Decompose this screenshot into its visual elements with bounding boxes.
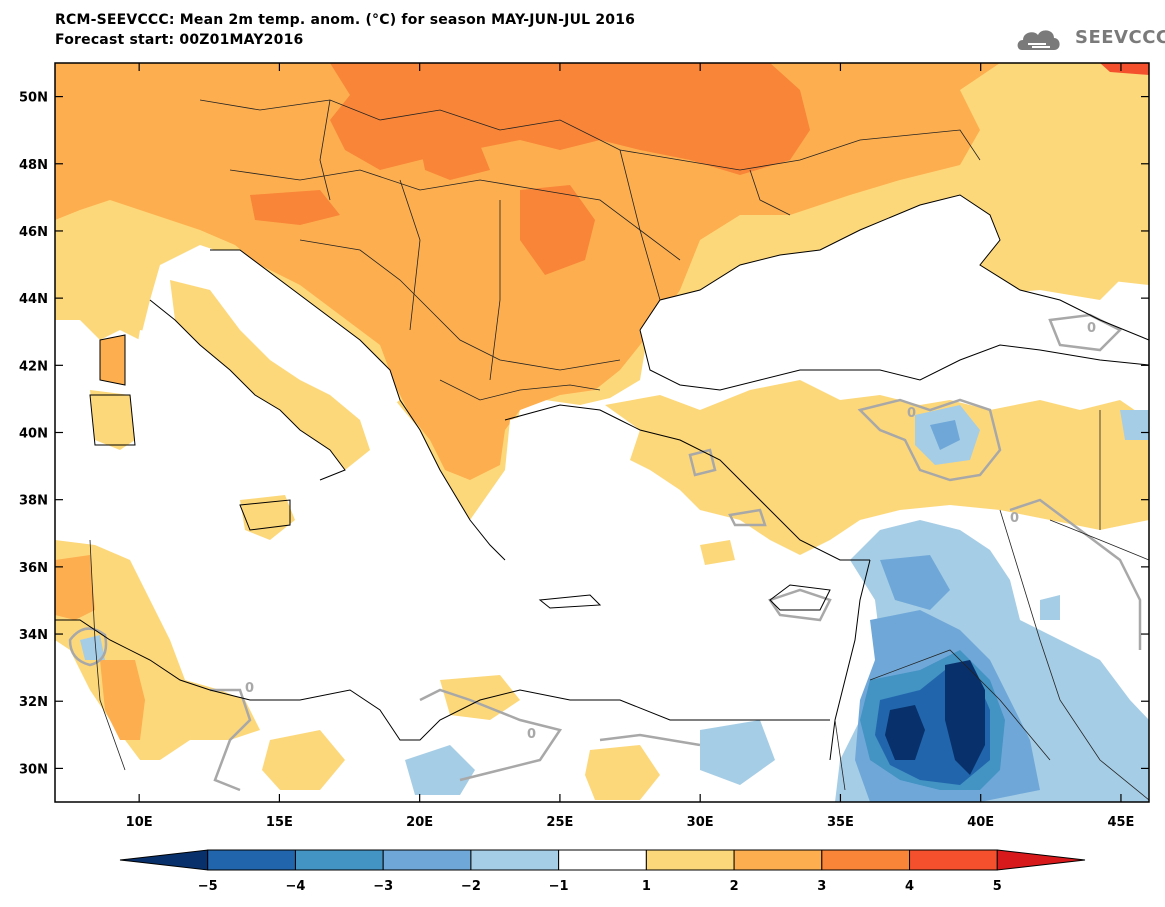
lat-label: 32N [19,695,48,710]
longitude-ticks: 10E 15E 20E 25E 30E 35E 40E 45E [126,63,1134,830]
lon-label: 15E [266,815,293,830]
colorbar-tick-label: 4 [905,879,914,894]
contour-label: 0 [1087,321,1096,336]
forecast-start-label: Forecast start: 00Z01MAY2016 [55,32,304,48]
logo-text: SEEVCCC [1075,27,1165,48]
lat-label: 36N [19,561,48,576]
aegean-sea [505,405,620,560]
country-borders [89,99,1149,801]
warm-anomaly-region-italy [170,280,370,470]
colorbar-tick-label: −4 [285,879,305,894]
colorbar-segment [558,849,647,871]
zero-contours [68,313,1142,792]
adriatic-sea [210,250,400,410]
colorbar-tick-label: 1 [642,879,651,894]
coastlines [55,194,1149,761]
colorbar-tick-label: −5 [198,879,218,894]
tyrrhenian-sea [130,330,260,500]
colorbar-tick-label: −2 [461,879,481,894]
warm-anomaly-region-turkey [605,380,1149,555]
colorbar-tick-label: 3 [817,879,826,894]
lat-label: 40N [19,427,48,442]
lat-label: 34N [19,628,48,643]
lat-label: 38N [19,494,48,509]
colorbar-segment [382,849,472,871]
contour-label: 0 [1010,511,1019,526]
colorbar-segment [645,849,735,871]
colorbar-tick-label: −3 [373,879,393,894]
colorbar-tick-label: 2 [730,879,739,894]
lat-label: 50N [19,91,48,106]
anomaly-fields: 0 0 0 0 0 [55,63,1149,802]
lon-label: 20E [406,815,433,830]
lat-label: 30N [19,762,48,777]
lon-label: 30E [687,815,714,830]
lat-label: 48N [19,158,48,173]
contour-label: 0 [527,727,536,742]
latitude-ticks: 30N 32N 34N 36N 38N 40N 42N 44N 46N 48N 50N [19,91,1149,777]
map-title: RCM-SEEVCCC: Mean 2m temp. anom. (°C) fo… [55,12,636,28]
lon-label: 10E [126,815,153,830]
colorbar-tick-label: 5 [993,879,1002,894]
lon-label: 35E [827,815,854,830]
colorbar-segment [119,849,209,871]
lon-label: 40E [967,815,994,830]
lat-label: 46N [19,225,48,240]
colorbar-segment [821,849,911,871]
seevccc-cloud-logo-icon [1017,30,1060,50]
colorbar-segment [470,849,560,871]
colorbar-segment [294,849,384,871]
colorbar-segment [207,849,296,871]
colorbar: −5 −4 −3 −2 −1 1 2 3 4 5 [119,849,1086,894]
contour-label: 0 [245,681,254,696]
lat-label: 44N [19,292,48,307]
colorbar-tick-label: −1 [549,879,569,894]
colorbar-segment [909,849,998,871]
contour-label: 0 [907,406,916,421]
black-sea [640,195,1149,390]
lon-label: 45E [1107,815,1134,830]
colorbar-segment [996,849,1086,871]
lat-label: 42N [19,359,48,374]
colorbar-segment [733,849,823,871]
lon-label: 25E [546,815,573,830]
